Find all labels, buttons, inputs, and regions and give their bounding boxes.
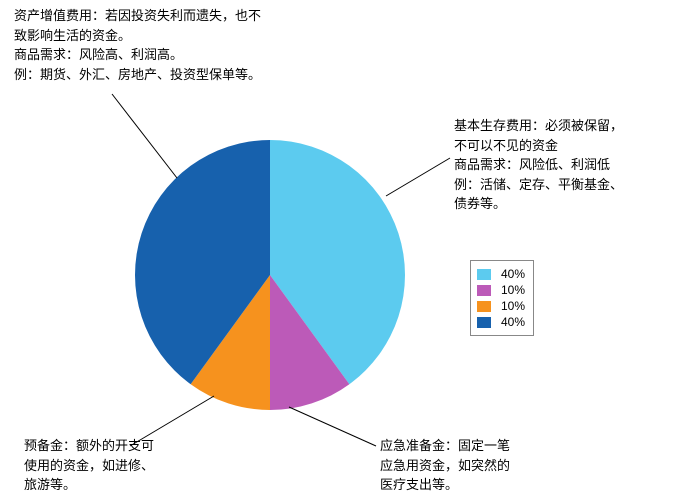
legend-swatch [477, 285, 491, 296]
legend-swatch [477, 317, 491, 328]
callout-basic-living: 基本生存费用：必须被保留， 不可以不见的资金 商品需求：风险低、利润低 例：活储… [454, 116, 623, 214]
legend-label: 10% [501, 299, 525, 313]
callout-asset-growth: 资产增值费用：若因投资失利而遗失，也不 致影响生活的资金。 商品需求：风险高、利… [14, 6, 261, 84]
callout-reserve-fund: 预备金：额外的开支可 使用的资金，如进修、 旅游等。 [24, 436, 154, 495]
legend-item: 40% [477, 315, 525, 329]
legend-swatch [477, 269, 491, 280]
legend-label: 40% [501, 315, 525, 329]
legend-swatch [477, 301, 491, 312]
legend-label: 40% [501, 267, 525, 281]
legend-item: 40% [477, 267, 525, 281]
legend: 40% 10% 10% 40% [470, 260, 534, 336]
legend-item: 10% [477, 283, 525, 297]
callout-emergency-fund: 应急准备金：固定一笔 应急用资金，如突然的 医疗支出等。 [380, 436, 510, 495]
legend-item: 10% [477, 299, 525, 313]
legend-label: 10% [501, 283, 525, 297]
